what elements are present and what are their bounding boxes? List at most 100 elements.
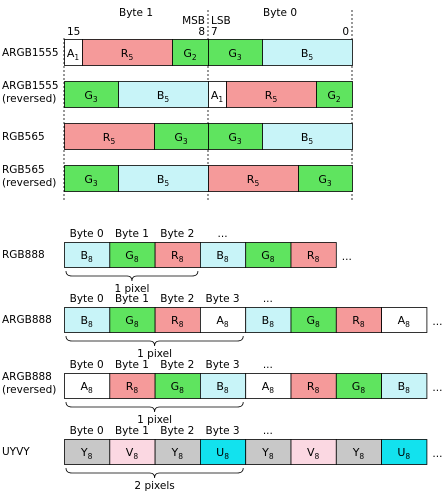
byte-cell-label: G8 xyxy=(171,380,185,395)
byte-cell xyxy=(64,439,111,465)
byte-cell-label: G8 xyxy=(306,314,320,329)
bit-field-cell xyxy=(208,39,263,66)
byte-cell-label: U8 xyxy=(216,446,229,461)
byte-header: ... xyxy=(218,228,228,240)
bit-field-label: B5 xyxy=(301,47,314,62)
lsb-label: LSB xyxy=(211,15,231,27)
continuation-ellipsis: ... xyxy=(432,316,442,328)
byte-cell xyxy=(381,373,428,399)
byte-cell xyxy=(381,439,428,465)
bit-field-label: G3 xyxy=(228,131,242,146)
format-label-7: UYVY xyxy=(2,446,30,458)
bit-field-label: B5 xyxy=(157,173,170,188)
byte-header: Byte 0 xyxy=(70,425,104,437)
byte-header: Byte 1 xyxy=(115,359,149,371)
byte-header: Byte 0 xyxy=(70,228,104,240)
format-label-6: ARGB888 xyxy=(2,371,52,383)
byte-cell xyxy=(381,307,428,333)
byte-cell-label: G8 xyxy=(261,249,275,264)
byte-cell-label: A8 xyxy=(216,314,229,329)
bit-field-label: R5 xyxy=(103,131,116,146)
format-label-3: RGB565 xyxy=(2,164,45,176)
byte-formats: RGB888 Byte 0 Byte 1 Byte 2 ... B8 G8 R8 B8 G8 R8.… xyxy=(2,228,442,492)
continuation-ellipsis: ... xyxy=(432,382,442,394)
pixel-group-brace xyxy=(65,401,244,413)
pixel-group-label: 2 pixels xyxy=(134,480,174,492)
byte-cell xyxy=(64,242,111,268)
byte-cell xyxy=(64,373,111,399)
format-label-4: RGB888 xyxy=(2,249,45,261)
byte-cell xyxy=(335,307,382,333)
bit-field-cell xyxy=(118,165,209,192)
bit-8-label: 8 xyxy=(198,26,205,38)
byte-header: Byte 2 xyxy=(160,228,194,240)
byte-cell xyxy=(290,307,337,333)
bit-field-cell xyxy=(262,39,353,66)
bit-field-cell xyxy=(262,123,353,150)
byte-cell-label: Y8 xyxy=(352,446,365,461)
bit-field-cell xyxy=(208,165,299,192)
byte-header: Byte 3 xyxy=(206,359,240,371)
byte-cell-label: V8 xyxy=(307,446,320,461)
format-label-6-sub: (reversed) xyxy=(2,384,56,396)
bit-field-label: G2 xyxy=(183,47,197,62)
byte-cell xyxy=(154,439,201,465)
byte-header: Byte 3 xyxy=(206,293,240,305)
bit-field-label: G3 xyxy=(84,173,98,188)
bit-field-label: R5 xyxy=(247,173,260,188)
byte-header: ... xyxy=(263,359,273,371)
bit-field-cell xyxy=(118,81,209,108)
bit-field-cell xyxy=(64,81,119,108)
byte-cell-label: A8 xyxy=(262,380,275,395)
byte0-header: Byte 0 xyxy=(263,7,297,19)
format-label-3-sub: (reversed) xyxy=(2,177,56,189)
byte-cell-label: B8 xyxy=(80,249,93,264)
bit-field-cell xyxy=(298,165,353,192)
format-label-1-sub: (reversed) xyxy=(2,93,56,105)
byte-header: Byte 2 xyxy=(160,293,194,305)
byte-header: Byte 0 xyxy=(70,293,104,305)
bit-field-cell xyxy=(208,123,263,150)
byte-cell xyxy=(290,242,337,268)
bit-field-label: R5 xyxy=(265,89,278,104)
bit-field-label: B5 xyxy=(157,89,170,104)
byte-cell-label: Y8 xyxy=(80,446,93,461)
byte-cell xyxy=(245,439,292,465)
byte-cell-label: U8 xyxy=(397,446,410,461)
byte-cell-label: R8 xyxy=(307,380,320,395)
byte-cell xyxy=(64,307,111,333)
bit-field-label: G3 xyxy=(174,131,188,146)
continuation-ellipsis: ... xyxy=(342,251,352,263)
byte-cell-label: A8 xyxy=(80,380,93,395)
byte-cell xyxy=(154,307,201,333)
byte-cell-label: R8 xyxy=(171,314,184,329)
byte-header: Byte 2 xyxy=(160,425,194,437)
pixel-group-label: 1 pixel xyxy=(137,414,172,426)
pixel-group-brace xyxy=(65,335,244,347)
bit-field-cell xyxy=(154,123,209,150)
byte-header: Byte 2 xyxy=(160,359,194,371)
byte-cell xyxy=(199,307,247,333)
bit-field-label: G3 xyxy=(84,89,98,104)
bit-field-label: A1 xyxy=(67,47,80,62)
byte-cell-label: B8 xyxy=(216,380,229,395)
format-label-1: ARGB1555 xyxy=(2,80,59,92)
bit-7-label: 7 xyxy=(211,26,218,38)
byte1-header: Byte 1 xyxy=(119,7,153,19)
bit-field-label: G2 xyxy=(327,89,341,104)
format-label-5: ARGB888 xyxy=(2,314,52,326)
byte-cell-label: G8 xyxy=(125,249,139,264)
bit-field-label: G3 xyxy=(318,173,332,188)
continuation-ellipsis: ... xyxy=(432,448,442,460)
bit-15-label: 15 xyxy=(67,26,80,38)
byte-header: Byte 1 xyxy=(115,228,149,240)
bit-field-cell xyxy=(316,81,353,108)
byte-cell-label: B8 xyxy=(80,314,93,329)
format-label-2: RGB565 xyxy=(2,131,45,143)
byte-cell-label: R8 xyxy=(352,314,365,329)
bit-field-cell xyxy=(172,39,209,66)
bit-field-label: R5 xyxy=(121,47,134,62)
byte-cell-label: A8 xyxy=(398,314,411,329)
pixel-group-brace xyxy=(65,270,199,282)
